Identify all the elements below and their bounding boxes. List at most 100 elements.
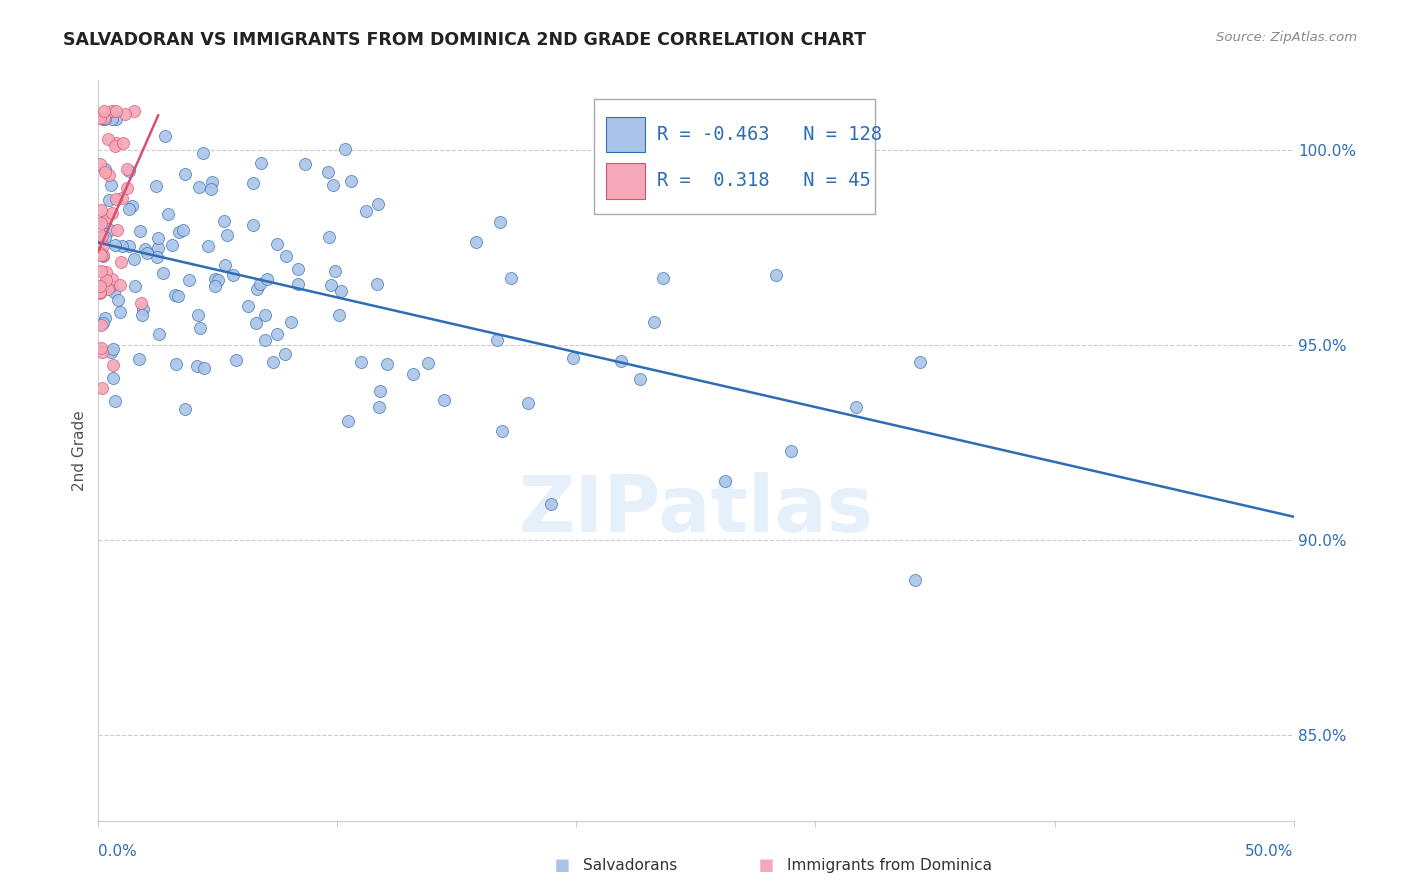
Point bbox=[486, 333, 509, 347]
Point bbox=[110, 305, 132, 319]
Point bbox=[328, 308, 350, 322]
Point bbox=[174, 401, 197, 416]
Point bbox=[367, 197, 389, 211]
Point bbox=[90, 381, 112, 395]
Point bbox=[780, 443, 803, 458]
Text: 50.0%: 50.0% bbox=[1246, 844, 1294, 859]
Point bbox=[242, 176, 264, 190]
Point bbox=[316, 165, 339, 179]
Point bbox=[432, 393, 454, 408]
Point bbox=[89, 285, 111, 299]
Point bbox=[118, 164, 141, 178]
Point bbox=[111, 136, 134, 150]
Point bbox=[118, 202, 141, 217]
Point bbox=[186, 359, 208, 373]
Text: ▪: ▪ bbox=[758, 854, 775, 877]
Point bbox=[628, 372, 651, 386]
Point bbox=[366, 277, 388, 291]
Point bbox=[499, 271, 522, 285]
Point bbox=[91, 344, 114, 359]
Point bbox=[91, 228, 114, 243]
Point bbox=[96, 275, 118, 289]
Y-axis label: 2nd Grade: 2nd Grade bbox=[72, 410, 87, 491]
Point bbox=[93, 104, 115, 119]
FancyBboxPatch shape bbox=[606, 163, 644, 199]
Point bbox=[97, 168, 120, 182]
Point bbox=[146, 241, 169, 255]
Point bbox=[132, 301, 155, 316]
Point bbox=[266, 327, 288, 342]
Point bbox=[274, 346, 297, 360]
Point bbox=[172, 223, 194, 237]
Point bbox=[104, 112, 127, 127]
Point bbox=[197, 238, 219, 252]
Point bbox=[94, 273, 117, 287]
Point bbox=[714, 474, 737, 488]
Point bbox=[89, 285, 111, 300]
Point bbox=[200, 182, 222, 196]
Point bbox=[253, 333, 276, 347]
Point bbox=[236, 299, 259, 313]
Point bbox=[91, 248, 114, 262]
FancyBboxPatch shape bbox=[595, 99, 875, 213]
Point bbox=[94, 215, 117, 229]
Point bbox=[136, 246, 159, 260]
Point bbox=[97, 193, 120, 207]
Point bbox=[90, 264, 112, 278]
Point bbox=[165, 288, 187, 302]
Point bbox=[204, 272, 226, 286]
Point bbox=[375, 357, 398, 371]
Point bbox=[98, 223, 121, 237]
Point bbox=[350, 355, 373, 369]
Point bbox=[101, 358, 124, 372]
Point bbox=[104, 192, 127, 206]
Point bbox=[643, 315, 665, 329]
Point bbox=[212, 214, 235, 228]
Point bbox=[91, 249, 114, 263]
Point bbox=[249, 277, 271, 291]
Point bbox=[90, 280, 112, 294]
Point bbox=[187, 180, 209, 194]
Point bbox=[167, 225, 190, 239]
Point bbox=[204, 278, 226, 293]
Point bbox=[160, 237, 183, 252]
Point bbox=[101, 104, 124, 119]
Point bbox=[90, 202, 112, 217]
Point bbox=[337, 414, 360, 428]
Point bbox=[249, 156, 271, 170]
Point bbox=[908, 355, 931, 369]
Point bbox=[121, 199, 143, 213]
Point bbox=[89, 279, 111, 293]
Point bbox=[93, 112, 115, 126]
Point bbox=[145, 250, 167, 264]
Point bbox=[489, 215, 512, 229]
Point bbox=[201, 175, 224, 189]
Text: R =  0.318   N = 45: R = 0.318 N = 45 bbox=[657, 171, 870, 191]
Point bbox=[93, 161, 115, 176]
Point bbox=[152, 266, 174, 280]
Point bbox=[904, 573, 927, 587]
Point bbox=[100, 345, 122, 359]
Point bbox=[561, 351, 583, 365]
Point bbox=[179, 273, 201, 287]
Point bbox=[167, 289, 190, 303]
Point bbox=[100, 279, 122, 293]
Point bbox=[89, 157, 111, 171]
Text: ▪: ▪ bbox=[554, 854, 571, 877]
Point bbox=[339, 174, 361, 188]
Point bbox=[101, 271, 124, 285]
Point bbox=[94, 165, 117, 179]
Point bbox=[319, 277, 342, 292]
Point bbox=[129, 296, 152, 310]
Point bbox=[294, 157, 316, 171]
Text: 0.0%: 0.0% bbox=[98, 844, 138, 859]
Point bbox=[845, 400, 868, 414]
Point bbox=[187, 308, 209, 322]
Point bbox=[128, 351, 150, 366]
Point bbox=[276, 249, 298, 263]
Point bbox=[103, 370, 125, 384]
Text: Immigrants from Dominica: Immigrants from Dominica bbox=[787, 858, 993, 872]
Point bbox=[207, 273, 229, 287]
Point bbox=[90, 248, 112, 262]
Point bbox=[100, 178, 122, 193]
